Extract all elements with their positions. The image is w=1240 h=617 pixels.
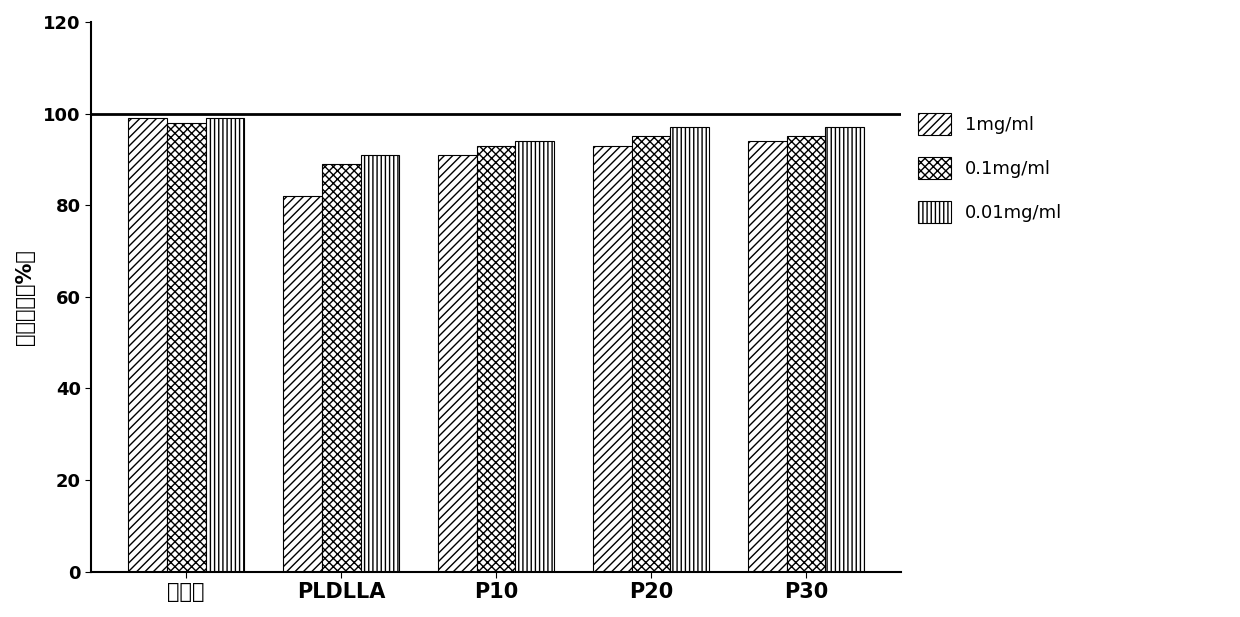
Bar: [321, 164, 361, 571]
Bar: [826, 127, 864, 571]
Legend: 1mg/ml, 0.1mg/ml, 0.01mg/ml: 1mg/ml, 0.1mg/ml, 0.01mg/ml: [918, 114, 1063, 223]
Bar: [786, 136, 826, 571]
Bar: [361, 155, 399, 571]
Bar: [516, 141, 554, 571]
Bar: [206, 118, 244, 571]
Bar: [438, 155, 476, 571]
Bar: [593, 146, 631, 571]
Bar: [283, 196, 321, 571]
Y-axis label: 细胞活性（%）: 细胞活性（%）: [15, 249, 35, 345]
Bar: [476, 146, 516, 571]
Bar: [128, 118, 167, 571]
Bar: [631, 136, 671, 571]
Bar: [167, 123, 206, 571]
Bar: [671, 127, 709, 571]
Bar: [748, 141, 786, 571]
